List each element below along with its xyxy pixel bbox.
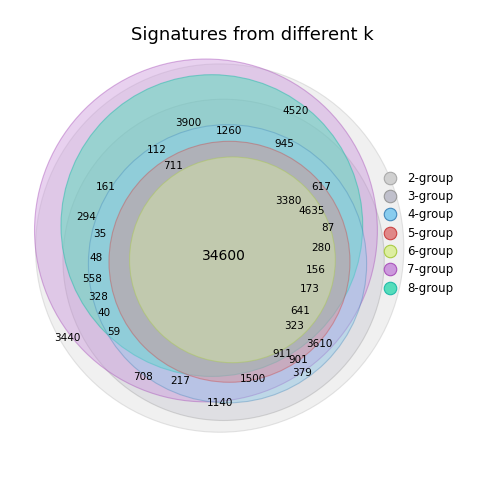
Text: 112: 112: [147, 145, 167, 155]
Legend: 2-group, 3-group, 4-group, 5-group, 6-group, 7-group, 8-group: 2-group, 3-group, 4-group, 5-group, 6-gr…: [374, 168, 457, 298]
Text: 3440: 3440: [53, 333, 80, 343]
Circle shape: [130, 157, 335, 363]
Text: 59: 59: [107, 327, 120, 337]
Text: 617: 617: [311, 182, 332, 193]
Text: 34600: 34600: [202, 249, 245, 263]
Text: 173: 173: [300, 284, 320, 294]
Text: 161: 161: [96, 182, 116, 193]
Text: 558: 558: [82, 275, 102, 284]
Text: 1140: 1140: [207, 398, 233, 408]
Text: 3380: 3380: [275, 196, 301, 206]
Text: 328: 328: [88, 292, 108, 302]
Text: 901: 901: [288, 355, 308, 365]
Text: 323: 323: [284, 322, 304, 332]
Text: 294: 294: [77, 212, 96, 222]
Text: 911: 911: [273, 349, 292, 359]
Text: 711: 711: [163, 161, 182, 171]
Text: 708: 708: [134, 372, 153, 383]
Circle shape: [35, 59, 377, 402]
Text: 48: 48: [90, 253, 103, 263]
Text: 1500: 1500: [240, 374, 266, 385]
Text: 641: 641: [290, 306, 310, 316]
Text: 1260: 1260: [216, 125, 242, 136]
Circle shape: [88, 124, 366, 403]
Text: 87: 87: [321, 223, 334, 233]
Text: 3610: 3610: [306, 339, 333, 349]
Text: 945: 945: [274, 139, 294, 149]
Text: 379: 379: [292, 368, 312, 379]
Text: 4635: 4635: [298, 206, 325, 216]
Text: 156: 156: [306, 265, 326, 275]
Text: 217: 217: [170, 376, 191, 386]
Circle shape: [35, 64, 404, 432]
Text: 3900: 3900: [175, 118, 202, 128]
Text: 40: 40: [97, 308, 111, 318]
Text: 4520: 4520: [283, 106, 309, 116]
Text: 280: 280: [311, 243, 332, 253]
Title: Signatures from different k: Signatures from different k: [131, 26, 373, 44]
Circle shape: [63, 99, 384, 420]
Text: 35: 35: [94, 229, 107, 239]
Circle shape: [109, 141, 350, 382]
Circle shape: [61, 75, 363, 376]
